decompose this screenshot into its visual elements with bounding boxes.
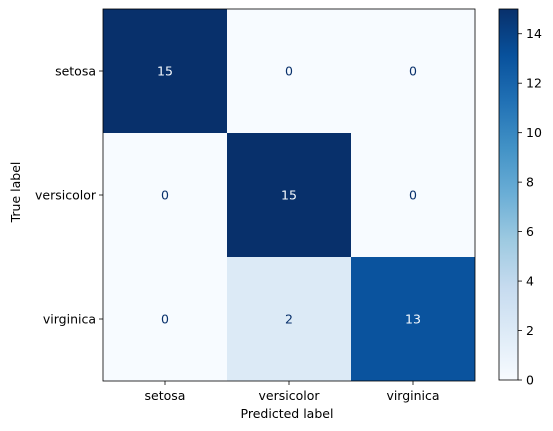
matrix-cell-setosa-versicolor bbox=[227, 9, 351, 133]
y-tick-label: setosa bbox=[55, 64, 96, 79]
y-axis-label: True label bbox=[8, 162, 23, 224]
matrix-cells: 15 0 0 0 15 0 0 2 13 bbox=[103, 9, 475, 381]
colorbar-gradient bbox=[498, 8, 519, 381]
x-tick-label: versicolor bbox=[259, 388, 321, 403]
cell-value-label: 0 bbox=[409, 188, 417, 203]
colorbar-tick-label: 4 bbox=[526, 274, 534, 289]
colorbar-tick-label: 12 bbox=[526, 76, 542, 91]
colorbar-ticks: 0 2 4 6 8 10 12 14 bbox=[518, 26, 542, 388]
cell-value-label: 0 bbox=[161, 312, 169, 327]
matrix-cell-versicolor-versicolor bbox=[227, 133, 351, 257]
y-tick-label: versicolor bbox=[35, 188, 97, 203]
x-axis-ticks: setosa versicolor virginica bbox=[145, 381, 440, 403]
cell-value-label: 13 bbox=[405, 312, 421, 327]
cell-value-label: 2 bbox=[285, 312, 293, 327]
colorbar-tick-label: 0 bbox=[526, 373, 534, 388]
cell-value-label: 15 bbox=[157, 64, 173, 79]
cell-value-label: 0 bbox=[285, 64, 293, 79]
matrix-cell-virginica-setosa bbox=[103, 257, 227, 381]
colorbar-tick-label: 10 bbox=[526, 125, 542, 140]
x-tick-label: virginica bbox=[386, 388, 439, 403]
x-tick-label: setosa bbox=[145, 388, 186, 403]
colorbar-tick-label: 6 bbox=[526, 224, 534, 239]
y-tick-label: virginica bbox=[43, 312, 96, 327]
colorbar-tick-label: 8 bbox=[526, 175, 534, 190]
matrix-cell-virginica-virginica bbox=[351, 257, 475, 381]
y-axis-ticks: setosa versicolor virginica bbox=[35, 64, 103, 327]
cell-value-label: 0 bbox=[161, 188, 169, 203]
cell-value-label: 15 bbox=[281, 188, 297, 203]
x-axis-label: Predicted label bbox=[241, 406, 334, 421]
colorbar: 0 2 4 6 8 10 12 14 bbox=[498, 8, 542, 388]
colorbar-tick-label: 2 bbox=[526, 323, 534, 338]
matrix-cell-setosa-virginica bbox=[351, 9, 475, 133]
matrix-cell-versicolor-setosa bbox=[103, 133, 227, 257]
matrix-cell-versicolor-virginica bbox=[351, 133, 475, 257]
matrix-cell-virginica-versicolor bbox=[227, 257, 351, 381]
colorbar-tick-label: 14 bbox=[526, 26, 542, 41]
matrix-cell-setosa-setosa bbox=[103, 9, 227, 133]
cell-value-label: 0 bbox=[409, 64, 417, 79]
